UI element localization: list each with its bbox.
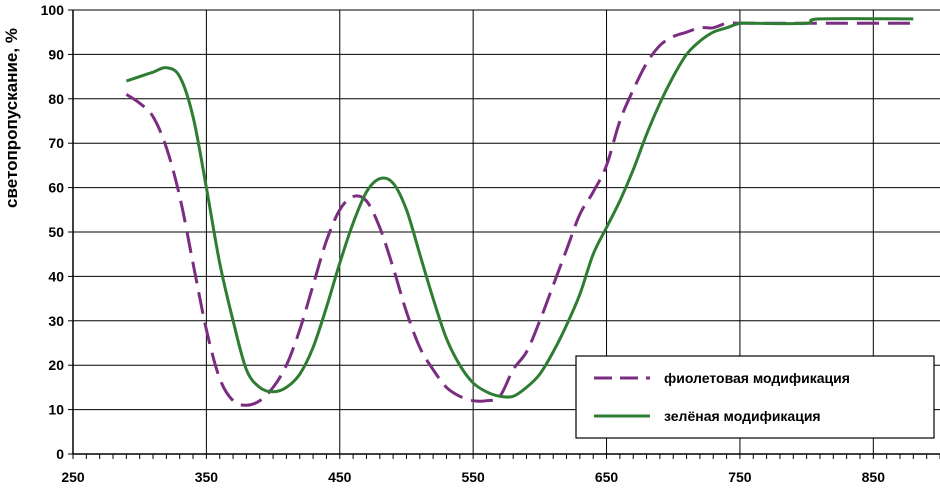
grid (73, 9, 940, 455)
y-axis-label: светопропускание, % (2, 28, 21, 208)
y-tick-label-50: 50 (48, 224, 64, 240)
series-line-green (125, 17, 914, 399)
legend-label-violet: фиолетовая модификация (664, 370, 850, 386)
x-tick-label-550: 550 (461, 469, 485, 485)
x-tick-label-350: 350 (195, 469, 219, 485)
y-tick-label-90: 90 (48, 46, 64, 62)
legend-label-green: зелёная модификация (664, 408, 821, 424)
y-tick-label-10: 10 (48, 402, 64, 418)
series-layer (125, 17, 914, 407)
y-tick-label-70: 70 (48, 135, 64, 151)
y-tick-label-30: 30 (48, 313, 64, 329)
y-tick-label-20: 20 (48, 357, 64, 373)
x-tick-label-850: 850 (862, 469, 886, 485)
y-tick-label-80: 80 (48, 91, 64, 107)
y-tick-label-40: 40 (48, 268, 64, 284)
legend-box (575, 355, 935, 439)
series-line-violet (125, 21, 914, 407)
x-tick-label-750: 750 (728, 469, 752, 485)
y-tick-label-100: 100 (41, 2, 65, 18)
legend: фиолетовая модификация зелёная модификац… (575, 355, 935, 439)
x-tick-label-650: 650 (595, 469, 619, 485)
y-tick-label-0: 0 (56, 446, 64, 462)
x-tick-label-450: 450 (328, 469, 352, 485)
x-tick-label-250: 250 (61, 469, 85, 485)
y-tick-label-60: 60 (48, 180, 64, 196)
axes: 0 10 20 30 40 50 60 70 80 90 100 250 350 450 550 650 750… (41, 2, 940, 485)
